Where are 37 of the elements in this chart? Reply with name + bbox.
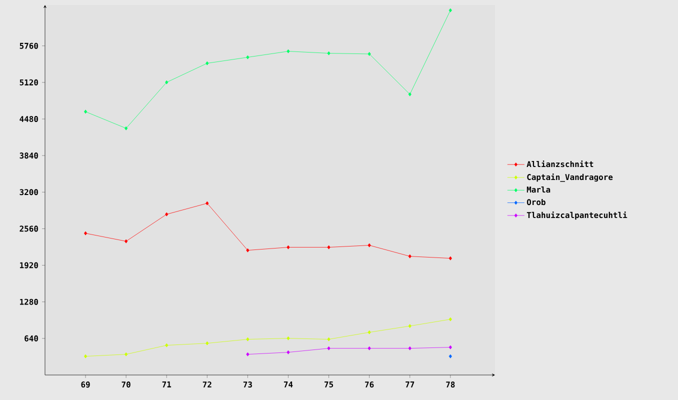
point (124, 239, 128, 244)
point (368, 243, 371, 248)
point (165, 343, 168, 348)
point (84, 110, 88, 114)
point (327, 245, 330, 250)
point (124, 352, 128, 356)
point (327, 337, 330, 342)
point (408, 92, 412, 96)
point (327, 51, 330, 56)
point (206, 201, 209, 206)
point (286, 49, 290, 54)
point (206, 341, 209, 346)
point (408, 324, 412, 328)
point (448, 256, 452, 260)
point (165, 80, 168, 84)
point (408, 346, 412, 350)
point (286, 350, 290, 354)
point (448, 345, 452, 350)
point (124, 126, 128, 130)
point (448, 317, 452, 322)
point (206, 61, 209, 66)
point (368, 52, 371, 56)
point (246, 248, 250, 252)
point (368, 346, 371, 350)
point (408, 254, 412, 258)
point (286, 336, 290, 340)
point (448, 8, 452, 12)
point (246, 337, 250, 342)
point (368, 330, 371, 334)
point (84, 231, 88, 236)
point (165, 212, 168, 216)
point (246, 352, 250, 356)
point (286, 245, 290, 250)
point (84, 354, 88, 358)
point (327, 346, 330, 350)
point (246, 55, 250, 60)
point (448, 354, 452, 358)
